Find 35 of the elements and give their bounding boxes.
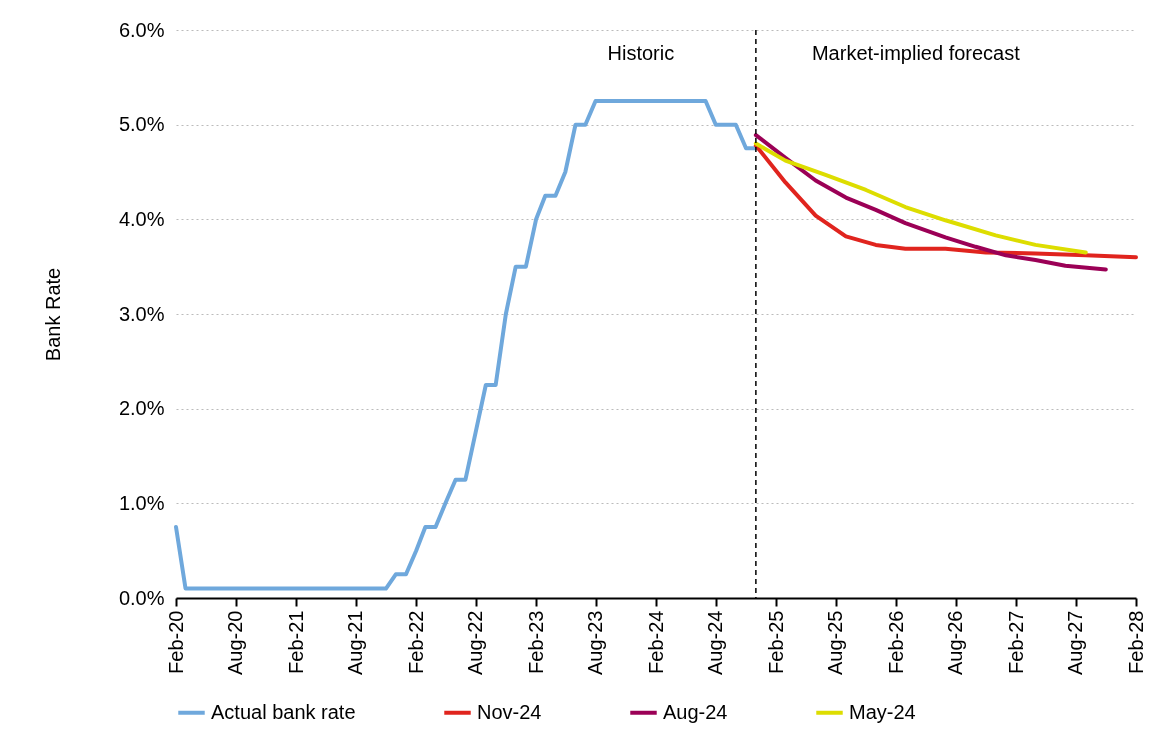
x-tick-label: Aug-21: [344, 610, 367, 675]
line-series: [753, 133, 1108, 272]
x-tick-label: Aug-23: [584, 610, 607, 675]
annotation: Market-implied forecast: [811, 42, 1021, 64]
x-tick-label: Feb-28: [1124, 610, 1147, 674]
x-tick-label: Feb-25: [764, 610, 787, 674]
x-tick-label: Aug-26: [944, 610, 967, 675]
x-tick-label: Feb-20: [164, 610, 187, 674]
x-tick-label: Feb-24: [644, 610, 667, 674]
y-tick-label: 0.0%: [118, 586, 165, 609]
x-tick-label: Aug-25: [824, 610, 847, 675]
legend-label: May-24: [849, 700, 916, 723]
legend-label: Actual bank rate: [211, 700, 356, 723]
line-series: [753, 143, 1138, 260]
x-tick-label: Feb-26: [884, 610, 907, 674]
line-series: [174, 99, 758, 591]
legend-label: Nov-24: [477, 700, 542, 723]
x-tick-label: Aug-22: [464, 610, 487, 675]
y-tick-label: 3.0%: [118, 302, 165, 325]
annotation: Historic: [607, 42, 675, 64]
y-axis-title: Bank Rate: [41, 267, 64, 362]
legend-label: Aug-24: [663, 700, 728, 723]
y-tick-label: 2.0%: [118, 397, 165, 420]
line-series: [753, 141, 1088, 255]
x-tick-label: Feb-22: [404, 610, 427, 674]
x-tick-label: Aug-27: [1064, 610, 1087, 675]
x-tick-label: Feb-21: [284, 610, 307, 674]
y-tick-label: 5.0%: [118, 113, 165, 136]
x-tick-label: Feb-27: [1004, 610, 1027, 674]
y-tick-label: 1.0%: [118, 491, 165, 514]
x-tick-label: Aug-24: [704, 610, 727, 675]
x-tick-label: Feb-23: [524, 610, 547, 674]
x-tick-label: Aug-20: [224, 610, 247, 675]
y-tick-label: 4.0%: [118, 207, 165, 230]
y-tick-label: 6.0%: [118, 18, 165, 41]
